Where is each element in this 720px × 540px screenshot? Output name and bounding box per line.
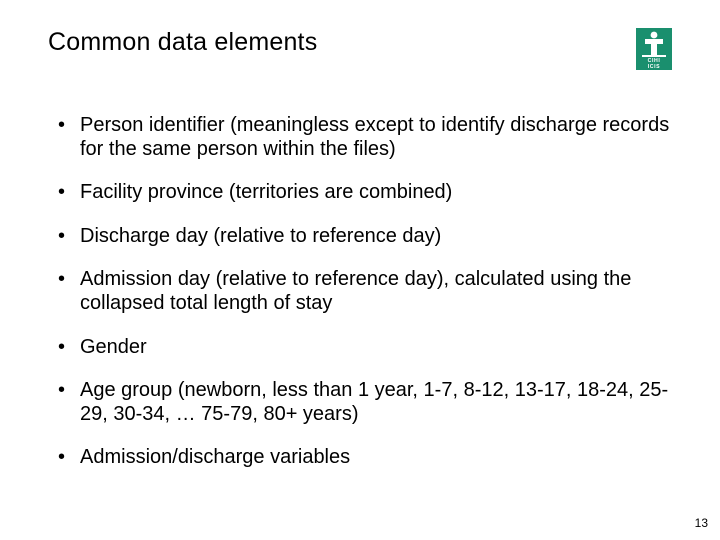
- header: Common data elements CIHI ICIS: [48, 28, 672, 70]
- org-logo-icon: CIHI ICIS: [636, 28, 672, 70]
- list-item: Age group (newborn, less than 1 year, 1-…: [48, 379, 672, 426]
- list-item: Admission/discharge variables: [48, 446, 672, 470]
- svg-text:ICIS: ICIS: [648, 64, 661, 70]
- list-item: Admission day (relative to reference day…: [48, 268, 672, 315]
- content-area: Person identifier (meaningless except to…: [48, 114, 672, 470]
- list-item: Discharge day (relative to reference day…: [48, 225, 672, 249]
- page-number: 13: [695, 516, 708, 530]
- bullet-list: Person identifier (meaningless except to…: [48, 114, 672, 470]
- list-item: Facility province (territories are combi…: [48, 181, 672, 205]
- slide-title: Common data elements: [48, 28, 317, 57]
- slide: Common data elements CIHI ICIS Person id…: [0, 0, 720, 540]
- list-item: Gender: [48, 336, 672, 360]
- list-item: Person identifier (meaningless except to…: [48, 114, 672, 161]
